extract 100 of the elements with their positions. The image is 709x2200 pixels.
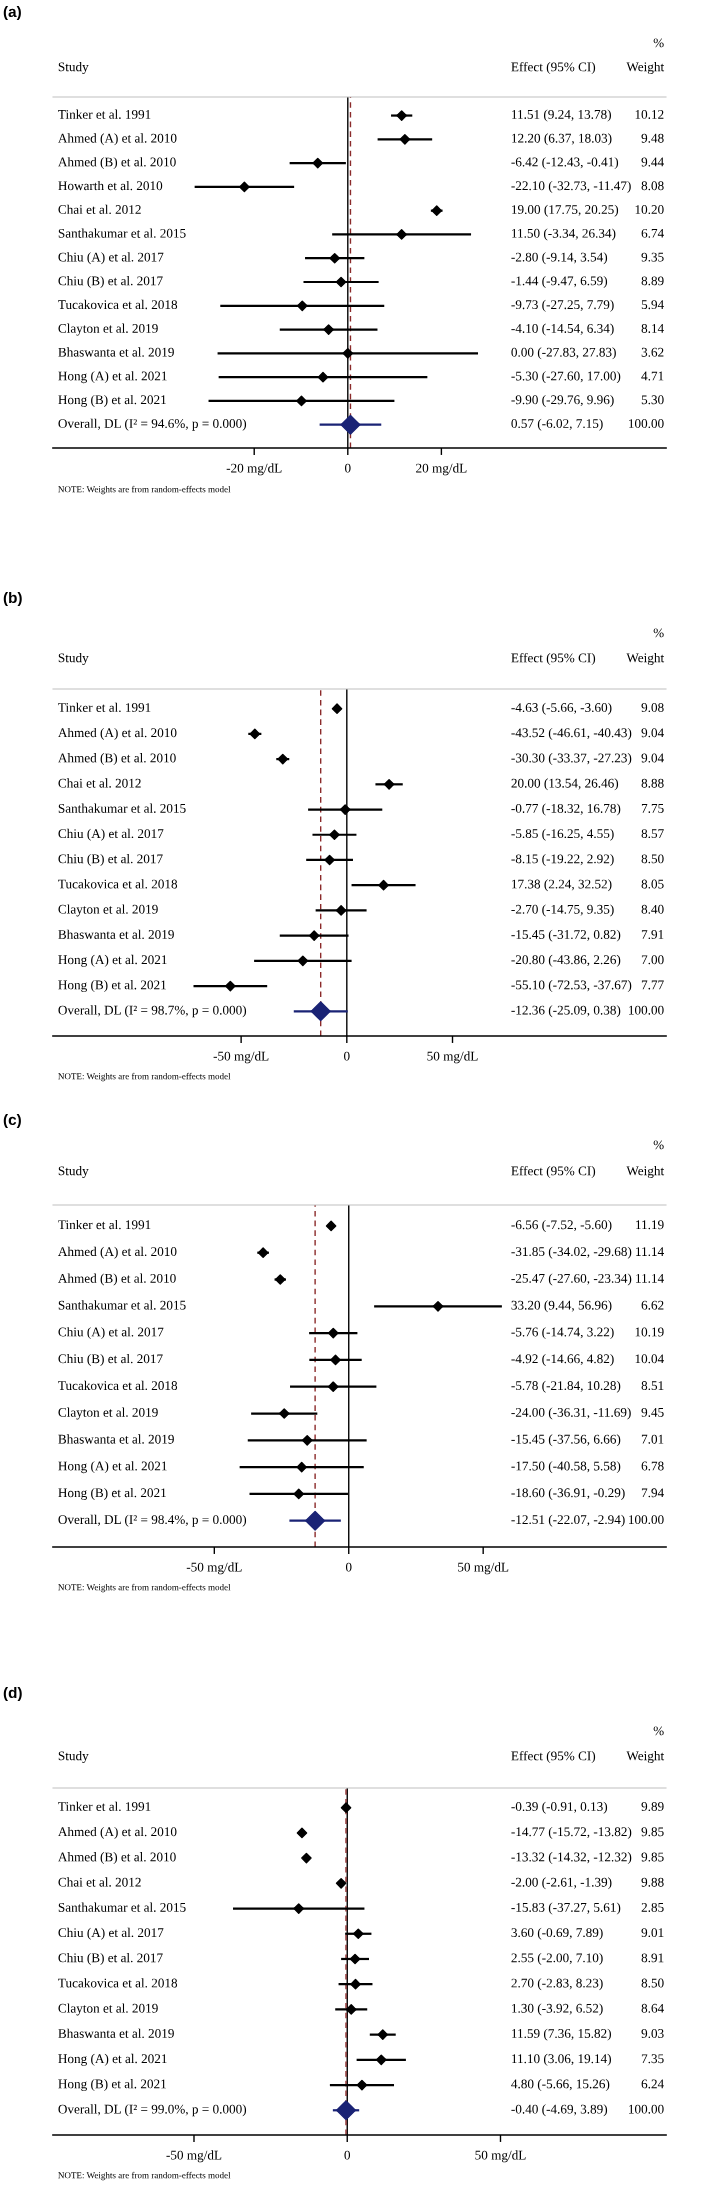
annotation: -55.10 (-72.53, -37.67) — [511, 980, 632, 993]
x-tick-label: 0 — [345, 463, 351, 473]
annotation: 3.60 (-0.69, 7.89) — [511, 1927, 603, 1940]
text: Weight — [626, 1751, 665, 1763]
annotation: 11.51 (9.24, 13.78) — [512, 109, 611, 122]
y-tick-label: Hong (B) et al. 2021 — [58, 394, 166, 407]
annotation: 5.30 — [641, 395, 664, 405]
annotation: -8.15 (-19.22, 2.92) — [511, 854, 614, 866]
annotation: -15.45 (-31.72, 0.82) — [511, 929, 621, 942]
annotation: -4.63 (-5.66, -3.60) — [511, 702, 612, 715]
x-tick-label: 0 — [344, 2150, 351, 2160]
annotation: -15.83 (-37.27, 5.61) — [511, 1902, 621, 1915]
annotation: -6.56 (-7.52, -5.60) — [511, 1219, 612, 1232]
annotation: 8.57 — [641, 829, 664, 839]
chart-title: (c) — [3, 1113, 21, 1129]
annotation: -24.00 (-36.31, -11.69) — [511, 1407, 631, 1420]
y-tick-label: Chiu (B) et al. 2017 — [58, 1953, 163, 1965]
text: Weight — [626, 653, 665, 665]
annotation: 7.00 — [641, 955, 664, 965]
annotation: -30.30 (-33.37, -27.23) — [511, 753, 632, 766]
annotation: -12.36 (-25.09, 0.38) — [511, 1005, 621, 1018]
annotation: -5.85 (-16.25, 4.55) — [511, 828, 614, 841]
y-tick-label: Hong (B) et al. 2021 — [58, 2079, 166, 2092]
annotation: -14.77 (-15.72, -13.82) — [511, 1826, 632, 1839]
annotation: 17.38 (2.24, 32.52) — [512, 879, 612, 892]
y-tick-label: Overall, DL (I² = 94.6%, p = 0.000) — [58, 418, 247, 431]
text: % — [653, 1140, 664, 1150]
annotation: 9.88 — [641, 1877, 664, 1887]
x-tick-label: 50 mg/dL — [458, 1562, 509, 1575]
text: NOTE: Weights are from random-effects model — [58, 1583, 231, 1593]
y-tick-label: Santhakumar et al. 2015 — [58, 1902, 186, 1912]
annotation: 33.20 (9.44, 56.96) — [511, 1300, 612, 1313]
annotation: -2.80 (-9.14, 3.54) — [511, 252, 608, 265]
y-tick-label: Chiu (B) et al. 2017 — [58, 1353, 163, 1366]
annotation: 6.74 — [641, 228, 664, 238]
x-tick-label: -50 mg/dL — [166, 2150, 222, 2163]
annotation: 7.94 — [641, 1488, 664, 1498]
annotation: 10.20 — [635, 205, 664, 215]
annotation: -20.80 (-43.86, 2.26) — [511, 954, 621, 967]
text: Weight — [626, 62, 665, 74]
y-tick-label: Ahmed (A) et al. 2010 — [58, 727, 177, 740]
y-tick-label: Ahmed (A) et al. 2010 — [58, 1826, 177, 1839]
y-tick-label: Ahmed (B) et al. 2010 — [58, 1852, 176, 1865]
annotation: 9.04 — [641, 753, 664, 763]
x-tick-label: -50 mg/dL — [186, 1562, 242, 1575]
annotation: 100.00 — [629, 1515, 664, 1525]
annotation: 10.04 — [635, 1354, 664, 1364]
y-tick-label: Chiu (A) et al. 2017 — [58, 252, 164, 265]
y-tick-label: Clayton et al. 2019 — [58, 1407, 158, 1420]
annotation: 6.78 — [641, 1461, 664, 1471]
annotation: -5.30 (-27.60, 17.00) — [511, 371, 621, 384]
annotation: 10.19 — [635, 1327, 664, 1337]
annotation: 8.05 — [641, 879, 664, 889]
y-tick-label: Tucakovica et al. 2018 — [58, 299, 178, 310]
annotation: -18.60 (-36.91, -0.29) — [511, 1487, 625, 1500]
y-tick-label: Tucakovica et al. 2018 — [58, 879, 178, 889]
text: NOTE: Weights are from random-effects model — [58, 1072, 231, 1082]
annotation: 9.45 — [641, 1407, 664, 1417]
y-tick-label: Chai et al. 2012 — [58, 778, 141, 788]
annotation: 11.14 — [636, 1247, 664, 1257]
annotation: -17.50 (-40.58, 5.58) — [511, 1461, 621, 1474]
annotation: 9.35 — [641, 252, 664, 262]
annotation: 8.91 — [641, 1953, 664, 1963]
y-tick-label: Tucakovica et al. 2018 — [58, 1380, 178, 1391]
annotation: 2.70 (-2.83, 8.23) — [511, 1978, 603, 1991]
y-tick-label: Hong (A) et al. 2021 — [58, 2053, 167, 2066]
y-tick-label: Clayton et al. 2019 — [58, 904, 158, 917]
annotation: 12.20 (6.37, 18.03) — [512, 133, 612, 146]
y-tick-label: Bhaswanta et al. 2019 — [58, 929, 174, 939]
annotation: 8.14 — [641, 323, 664, 333]
annotation: 11.19 — [636, 1220, 664, 1230]
annotation: -2.00 (-2.61, -1.39) — [511, 1877, 612, 1890]
annotation: -12.51 (-22.07, -2.94) — [511, 1514, 625, 1527]
annotation: 1.30 (-3.92, 6.52) — [512, 2003, 603, 2016]
y-tick-label: Tinker et al. 1991 — [58, 702, 151, 713]
annotation: 5.94 — [641, 300, 664, 310]
annotation: 7.75 — [641, 804, 664, 813]
annotation: -9.90 (-29.76, 9.96) — [511, 394, 614, 407]
annotation: 11.59 (7.36, 15.82) — [512, 2028, 611, 2041]
text: Effect (95% CI) — [511, 1165, 596, 1179]
x-tick-label: 50 mg/dL — [427, 1051, 478, 1064]
text: Study — [58, 62, 89, 74]
annotation: 2.85 — [641, 1902, 664, 1912]
y-tick-label: Tinker et al. 1991 — [58, 1219, 151, 1230]
annotation: 8.50 — [641, 854, 664, 864]
annotation: -31.85 (-34.02, -29.68) — [511, 1246, 632, 1259]
x-tick-label: 0 — [344, 1051, 350, 1061]
chart-title: (d) — [3, 1686, 22, 1702]
annotation: -0.40 (-4.69, 3.89) — [511, 2104, 608, 2117]
y-tick-label: Ahmed (B) et al. 2010 — [58, 753, 176, 766]
text: % — [653, 38, 664, 48]
y-tick-label: Clayton et al. 2019 — [58, 323, 158, 336]
text: Effect (95% CI) — [511, 1750, 596, 1764]
annotation: 11.14 — [636, 1273, 664, 1283]
annotation: 9.01 — [641, 1928, 664, 1938]
annotation: 6.24 — [641, 2079, 664, 2089]
annotation: 100.00 — [629, 2104, 664, 2114]
annotation: 9.85 — [641, 1827, 664, 1837]
annotation: 7.77 — [641, 980, 664, 990]
y-tick-label: Ahmed (A) et al. 2010 — [58, 1246, 177, 1259]
